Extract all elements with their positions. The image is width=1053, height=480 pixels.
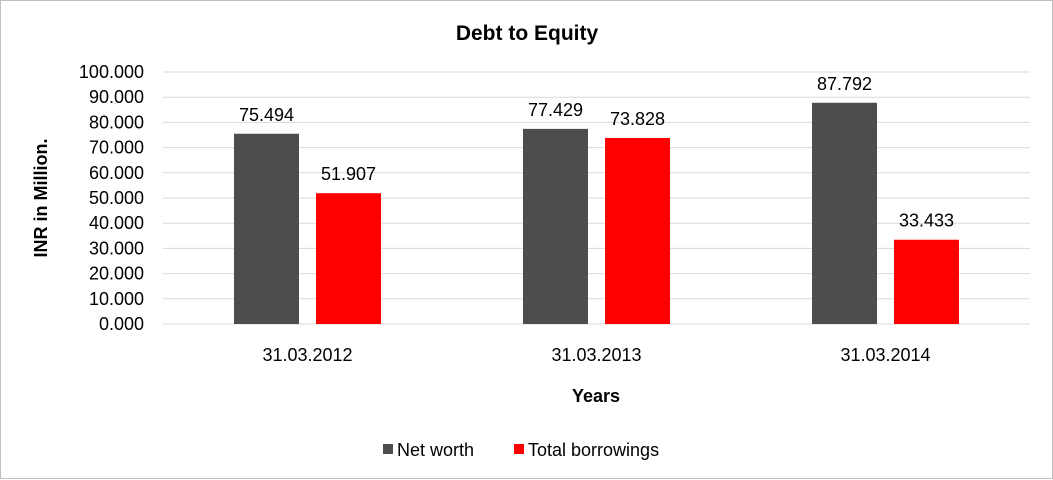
x-tick-label: 31.03.2014 [840,345,930,365]
y-tick-label: 10.000 [89,289,144,309]
legend: Net worth Total borrowings [383,440,659,460]
x-tick-labels: 31.03.2012 31.03.2013 31.03.2014 [262,345,930,365]
legend-entry: Total borrowings [528,440,659,460]
gridlines [163,71,1030,325]
data-labels: 75.494 51.907 77.429 73.828 87.792 33.433 [239,74,954,231]
x-tick-label: 31.03.2013 [551,345,641,365]
y-tick-label: 100.000 [79,62,144,82]
chart-title: Debt to Equity [456,22,599,45]
bar [234,133,299,324]
legend-entry: Net worth [397,440,474,460]
x-axis-title: Years [572,386,620,406]
x-tick-label: 31.03.2012 [262,345,352,365]
bar [605,137,670,324]
bar [894,239,959,324]
y-tick-label: 30.000 [89,238,144,258]
bars [234,102,959,324]
data-label: 51.907 [321,164,376,184]
y-tick-label: 90.000 [89,87,144,107]
bar [523,128,588,324]
y-tick-label: 40.000 [89,213,144,233]
y-tick-label: 50.000 [89,188,144,208]
y-tick-label: 70.000 [89,138,144,158]
bar [812,102,877,324]
data-label: 73.828 [610,109,665,129]
data-label: 87.792 [817,74,872,94]
y-tick-label: 0.000 [99,314,144,334]
y-axis-title: INR in Million. [31,139,51,258]
bar [316,193,381,324]
y-tick-label: 20.000 [89,264,144,284]
data-label: 77.429 [528,100,583,120]
y-tick-label: 60.000 [89,163,144,183]
y-tick-label: 80.000 [89,112,144,132]
data-label: 75.494 [239,105,294,125]
legend-swatch [383,444,393,454]
y-tick-labels: 0.000 10.000 20.000 30.000 40.000 50.000 60.00… [79,62,144,334]
data-label: 33.433 [899,211,954,231]
legend-swatch [514,444,524,454]
